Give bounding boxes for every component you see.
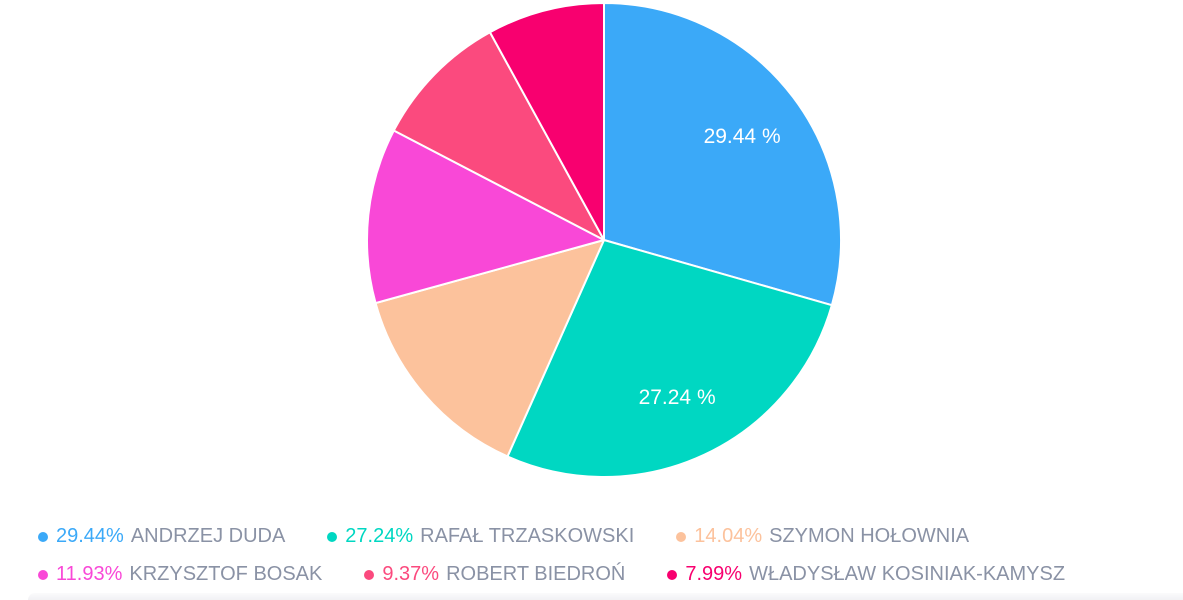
legend-item-rafa-trzaskowski[interactable]: 27.24% RAFAŁ TRZASKOWSKI xyxy=(327,523,634,550)
legend-dot-icon xyxy=(364,569,375,580)
legend-name: KRZYSZTOF BOSAK xyxy=(129,563,323,585)
legend-name: ROBERT BIEDROŃ xyxy=(446,563,626,585)
pie-slice-w-adys-aw-kosiniak-kamysz[interactable] xyxy=(488,2,605,241)
pie-chart: 29.44 %27.24 % xyxy=(366,2,842,478)
legend-dot-icon xyxy=(38,569,48,580)
pie-slice-szymon-ho-ownia[interactable] xyxy=(374,239,605,458)
legend-item-andrzej-duda[interactable]: 29.44% ANDRZEJ DUDA xyxy=(38,523,285,550)
legend-value: 9.37% xyxy=(382,563,440,585)
pie-slice-andrzej-duda[interactable] xyxy=(603,2,842,307)
legend-name: SZYMON HOŁOWNIA xyxy=(769,525,970,547)
pie-slice-robert-biedro[interactable] xyxy=(392,31,605,241)
legend-value: 29.44% xyxy=(56,525,124,547)
pie-slice-rafa-trzaskowski[interactable] xyxy=(506,239,833,478)
legend-dot-icon xyxy=(676,531,687,542)
legend-item-w-adys-aw-kosiniak-kamysz[interactable]: 7.99% WŁADYSŁAW KOSINIAK-KAMYSZ xyxy=(667,561,1065,588)
chart-legend: 29.44% ANDRZEJ DUDA 27.24% RAFAŁ TRZASKOWSK… xyxy=(38,523,1173,588)
pie-slice-krzysztof-bosak[interactable] xyxy=(366,129,605,305)
legend-name: RAFAŁ TRZASKOWSKI xyxy=(420,525,635,547)
bottom-panel-edge xyxy=(28,593,1183,600)
legend-value: 7.99% xyxy=(685,563,743,585)
legend-item-robert-biedro[interactable]: 9.37% ROBERT BIEDROŃ xyxy=(364,561,625,588)
legend-name: ANDRZEJ DUDA xyxy=(130,525,286,547)
legend-value: 11.93% xyxy=(56,563,123,585)
legend-item-szymon-ho-ownia[interactable]: 14.04% SZYMON HOŁOWNIA xyxy=(676,523,969,550)
legend-item-krzysztof-bosak[interactable]: 11.93% KRZYSZTOF BOSAK xyxy=(38,561,322,588)
legend-name: WŁADYSŁAW KOSINIAK-KAMYSZ xyxy=(749,563,1066,585)
legend-dot-icon xyxy=(667,569,678,580)
legend-dot-icon xyxy=(38,531,48,542)
legend-value: 14.04% xyxy=(694,525,763,547)
legend-dot-icon xyxy=(327,531,338,542)
legend-value: 27.24% xyxy=(345,525,414,547)
